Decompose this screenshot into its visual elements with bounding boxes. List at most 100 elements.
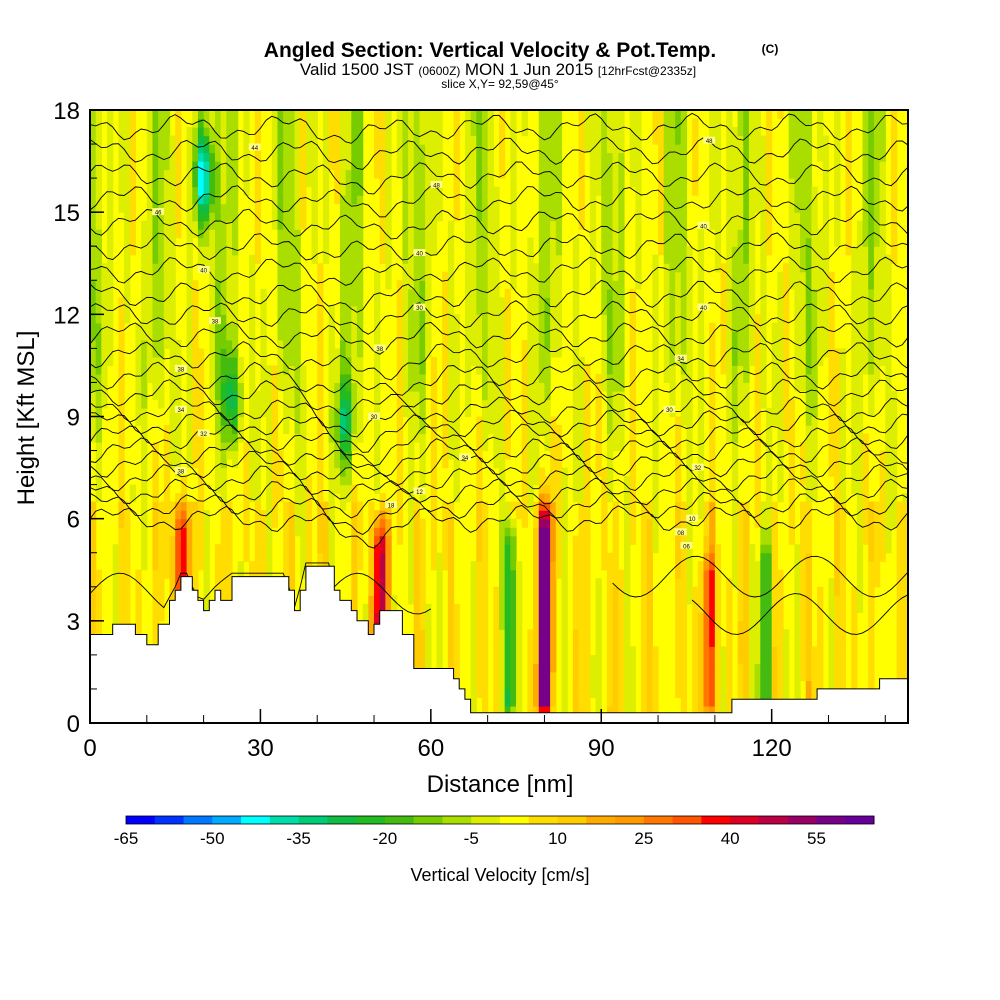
velocity-cell <box>339 220 347 230</box>
velocity-cell <box>550 144 557 154</box>
velocity-cell <box>277 263 284 273</box>
velocity-cell <box>499 339 506 349</box>
velocity-cell <box>447 220 455 230</box>
velocity-cell <box>425 612 432 622</box>
velocity-cell <box>561 552 568 562</box>
velocity-cell <box>214 322 222 332</box>
velocity-cell <box>419 399 426 409</box>
velocity-cell <box>584 629 591 639</box>
velocity-cell <box>533 331 540 341</box>
velocity-cell <box>686 280 693 290</box>
velocity-cell <box>271 127 279 137</box>
velocity-cell <box>328 442 335 452</box>
velocity-cell <box>447 254 455 264</box>
velocity-cell <box>300 365 307 375</box>
velocity-cell <box>606 476 614 486</box>
velocity-cell <box>578 595 585 605</box>
velocity-cell <box>283 186 290 196</box>
velocity-cell <box>425 603 432 613</box>
velocity-cell <box>612 578 619 588</box>
velocity-cell <box>311 229 318 239</box>
velocity-cell <box>470 646 477 656</box>
velocity-cell <box>385 510 392 520</box>
velocity-cell <box>612 161 619 171</box>
velocity-cell <box>544 373 551 384</box>
velocity-cell <box>510 118 517 128</box>
velocity-cell <box>731 493 739 503</box>
velocity-cell <box>374 152 381 162</box>
velocity-cell <box>90 237 97 247</box>
velocity-cell <box>516 561 523 571</box>
velocity-cell <box>243 152 250 162</box>
velocity-cell <box>623 671 631 682</box>
velocity-cell <box>266 442 273 452</box>
velocity-cell <box>277 144 284 154</box>
velocity-cell <box>425 195 432 205</box>
velocity-cell <box>623 578 631 588</box>
velocity-cell <box>396 535 404 545</box>
velocity-cell <box>408 407 415 418</box>
velocity-cell <box>550 459 557 469</box>
velocity-cell <box>464 373 472 384</box>
velocity-cell <box>436 552 443 562</box>
velocity-cell <box>271 220 279 230</box>
velocity-cell <box>232 442 239 452</box>
velocity-cell <box>493 680 500 690</box>
velocity-cell <box>124 552 131 562</box>
velocity-cell <box>476 152 483 162</box>
velocity-cell <box>544 595 551 605</box>
velocity-cell <box>436 161 443 171</box>
velocity-cell <box>510 161 517 171</box>
velocity-cell <box>374 127 381 137</box>
velocity-cell <box>709 595 716 605</box>
velocity-cell <box>322 246 330 256</box>
velocity-cell <box>260 527 267 537</box>
velocity-cell <box>90 135 97 145</box>
velocity-cell <box>232 195 239 205</box>
velocity-cell <box>226 331 233 341</box>
velocity-cell <box>692 152 699 162</box>
velocity-cell <box>129 135 137 145</box>
velocity-cell <box>277 203 284 213</box>
velocity-cell <box>692 186 699 196</box>
velocity-cell <box>572 620 580 630</box>
velocity-cell <box>481 663 489 673</box>
velocity-cell <box>663 135 671 145</box>
velocity-cell <box>601 280 608 290</box>
velocity-cell <box>572 493 580 503</box>
velocity-cell <box>328 467 335 477</box>
velocity-cell <box>288 237 296 247</box>
velocity-cell <box>271 144 279 154</box>
velocity-cell <box>345 373 352 384</box>
velocity-cell <box>686 348 693 358</box>
velocity-cell <box>629 518 636 528</box>
velocity-cell <box>146 263 154 273</box>
velocity-cell <box>527 263 534 273</box>
velocity-cell <box>90 501 97 511</box>
velocity-cell <box>709 399 716 409</box>
velocity-cell <box>618 629 625 639</box>
velocity-cell <box>606 339 614 349</box>
velocity-cell <box>288 178 296 188</box>
velocity-cell <box>402 144 409 154</box>
velocity-cell <box>623 637 631 647</box>
velocity-cell <box>232 144 239 154</box>
velocity-cell <box>703 561 710 571</box>
velocity-cell <box>152 612 159 622</box>
velocity-cell <box>499 535 506 545</box>
velocity-cell <box>726 425 733 435</box>
velocity-cell <box>680 595 688 605</box>
velocity-cell <box>510 697 517 707</box>
velocity-cell <box>203 178 210 188</box>
velocity-cell <box>334 390 341 401</box>
velocity-cell <box>606 195 614 205</box>
velocity-cell <box>356 288 364 298</box>
velocity-cell <box>277 305 284 315</box>
velocity-cell <box>663 161 671 171</box>
velocity-cell <box>317 527 324 537</box>
velocity-cell <box>408 518 415 528</box>
velocity-cell <box>169 297 176 307</box>
velocity-cell <box>232 161 239 171</box>
velocity-cell <box>413 425 421 435</box>
velocity-cell <box>714 152 722 162</box>
